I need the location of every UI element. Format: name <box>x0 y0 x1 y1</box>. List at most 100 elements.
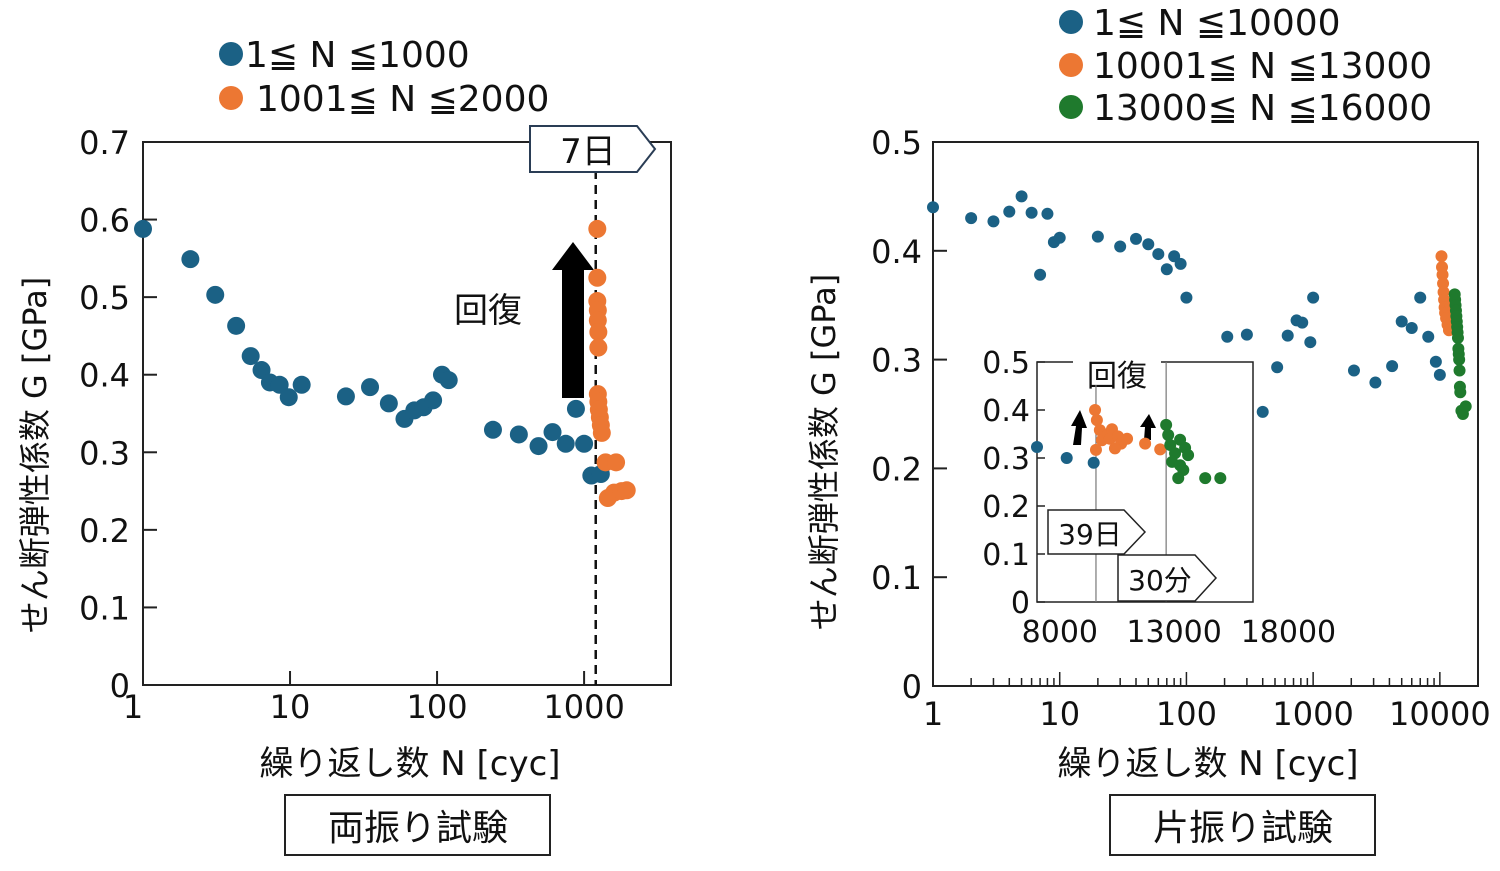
data-point-green <box>1453 364 1466 377</box>
data-point-blue <box>279 388 298 407</box>
inset-data-point-orange <box>1108 442 1121 455</box>
recovery-arrow: 回復 <box>454 242 594 398</box>
data-point-blue <box>292 375 311 394</box>
data-point-blue <box>1307 291 1320 304</box>
data-point-blue <box>1152 248 1165 261</box>
x-tick-label: 1000 <box>1272 695 1353 733</box>
legend-marker-orange <box>1059 53 1083 77</box>
data-point-green <box>1451 331 1464 344</box>
inset-x-tick-label: 13000 <box>1126 615 1221 650</box>
inset-title-bg <box>1073 356 1161 368</box>
x-tick-label: 1 <box>123 688 143 726</box>
inset-data-point-orange <box>1090 414 1103 427</box>
data-point-blue <box>543 423 562 442</box>
y-tick-label: 0.3 <box>79 434 130 472</box>
y-tick-label: 0 <box>110 667 130 705</box>
data-point-blue <box>1174 257 1187 270</box>
y-tick-label: 0 <box>902 668 922 706</box>
legend-label: 1≦ N ≦10000 <box>1093 3 1341 44</box>
x-axis-label: 繰り返し数 N [cyc] <box>259 744 560 784</box>
data-point-blue <box>1271 361 1284 374</box>
data-point-blue <box>227 316 246 335</box>
data-point-blue <box>1386 360 1399 373</box>
data-point-orange <box>588 219 607 238</box>
x-tick-label: 10 <box>1039 695 1080 733</box>
arrow-up-icon <box>552 242 594 398</box>
legend-marker-orange <box>219 86 243 110</box>
tag-shape <box>529 125 657 173</box>
data-point-blue <box>336 387 355 406</box>
data-point-orange <box>589 323 608 342</box>
tag-label: 39日 <box>1058 518 1122 551</box>
data-point-blue <box>1130 232 1143 245</box>
tag-7days: 7日 <box>529 125 657 173</box>
data-point-blue <box>1347 364 1360 377</box>
data-point-blue <box>1256 405 1269 418</box>
data-point-green <box>1453 353 1466 366</box>
data-point-blue <box>529 437 548 456</box>
inset-y-tick-label: 0 <box>1011 586 1030 621</box>
data-point-blue <box>483 420 502 439</box>
y-tick-label: 0.2 <box>79 512 130 550</box>
data-point-blue <box>1180 291 1193 304</box>
data-point-blue <box>424 391 443 410</box>
data-point-blue <box>1091 230 1104 243</box>
inset-y-tick-label: 0.2 <box>982 490 1030 525</box>
tag-39days: 39日 <box>1047 509 1147 555</box>
data-point-orange <box>607 453 626 472</box>
data-point-blue <box>361 378 380 397</box>
data-point-blue <box>1015 190 1028 203</box>
legend-label: 1≦ N ≦1000 <box>245 35 470 76</box>
plot-frame <box>142 141 672 686</box>
legend: 1≦ N ≦1000 1001≦ N ≦2000 <box>219 35 549 120</box>
data-point-blue <box>1221 330 1234 343</box>
legend-marker-blue <box>219 42 243 66</box>
inset-data-point-green <box>1160 418 1173 431</box>
data-point-blue <box>1369 376 1382 389</box>
x-tick-label: 1000 <box>543 688 624 726</box>
data-point-blue <box>1395 315 1408 328</box>
data-point-blue <box>1034 268 1047 281</box>
data-point-blue <box>1429 355 1442 368</box>
data-point-blue <box>439 371 458 390</box>
legend-marker-blue <box>1059 10 1083 34</box>
data-point-blue <box>1433 368 1446 381</box>
data-point-blue <box>1142 238 1155 251</box>
data-point-blue <box>181 250 200 269</box>
data-point-blue <box>987 215 1000 228</box>
y-tick-label: 0.1 <box>79 589 130 627</box>
right-chart: 1≦ N ≦10000 10001≦ N ≦13000 13000≦ N ≦16… <box>805 3 1491 856</box>
left-chart: 1≦ N ≦1000 1001≦ N ≦2000 0 0.1 0.2 0.3 0.4 0.… <box>16 35 672 856</box>
caption: 片振り試験 <box>1153 808 1333 849</box>
inset-data-point-green <box>1162 428 1175 441</box>
inset-data-point-blue <box>1087 456 1100 469</box>
data-point-blue <box>1422 330 1435 343</box>
plot-frame <box>932 141 1479 687</box>
inset-y-tick-label: 0.4 <box>982 394 1030 429</box>
inset-y-tick-label: 0.1 <box>982 538 1030 573</box>
x-axis-label: 繰り返し数 N [cyc] <box>1057 744 1358 784</box>
x-tick-label: 10 <box>270 688 311 726</box>
inset-x-tick-label: 8000 <box>1022 615 1098 650</box>
data-point-blue <box>927 201 939 214</box>
y-tick-label: 0.1 <box>871 559 922 597</box>
data-point-green <box>1454 386 1467 399</box>
y-tick-label: 0.3 <box>871 342 922 380</box>
tag-label: 30分 <box>1128 564 1192 597</box>
x-tick-label: 10000 <box>1389 695 1491 733</box>
inset-x-tick-label: 18000 <box>1241 615 1336 650</box>
legend: 1≦ N ≦10000 10001≦ N ≦13000 13000≦ N ≦16… <box>1059 3 1432 129</box>
inset-data-point-orange <box>1139 437 1152 450</box>
inset-data-point-orange <box>1154 443 1167 456</box>
legend-marker-green <box>1059 95 1083 119</box>
inset-data-point-green <box>1172 472 1185 485</box>
inset-data-point-orange <box>1121 432 1134 445</box>
data-point-blue <box>1025 206 1038 219</box>
arrow-up-icon <box>1071 410 1087 445</box>
inset-chart: 回復 0 0.1 0.2 0.3 0.4 0.5 8000 13000 18000 39日 3… <box>982 346 1336 650</box>
data-point-blue <box>965 212 978 225</box>
tag-30min: 30分 <box>1117 554 1218 602</box>
x-tick-label: 1 <box>923 695 943 733</box>
data-point-blue <box>134 219 152 238</box>
